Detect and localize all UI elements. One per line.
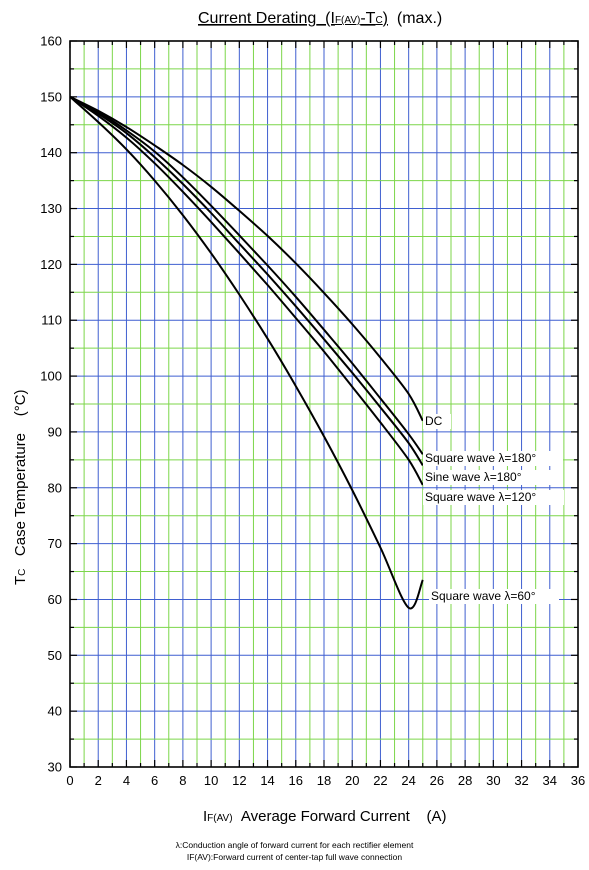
- series-line-3: [69, 95, 424, 486]
- series-label: DC: [425, 414, 443, 428]
- x-tick-label: 36: [571, 773, 585, 788]
- x-tick-label: 6: [151, 773, 158, 788]
- chart-title-open: (I: [316, 10, 335, 27]
- x-tick-label: 0: [66, 773, 73, 788]
- series-label-bg: [423, 451, 563, 466]
- x-tick-label: 10: [204, 773, 218, 788]
- note-conduction-angle: λ:Conduction angle of forward current fo…: [175, 840, 414, 850]
- y-tick-label: 30: [48, 760, 62, 775]
- y-tick-label: 130: [40, 201, 62, 216]
- y-tick-label: 100: [40, 369, 62, 384]
- x-tick-label: 20: [345, 773, 359, 788]
- y-axis-label: TC Case Temperature (°C): [12, 389, 29, 585]
- series-label: Square wave λ=180°: [425, 451, 536, 465]
- chart-title-sub1: F(AV): [335, 15, 360, 26]
- y-axis-unit: (°C): [12, 389, 29, 433]
- x-tick-label: 14: [260, 773, 274, 788]
- x-axis-text: Average Forward Current: [233, 808, 411, 825]
- series-line-4: [69, 96, 424, 610]
- x-tick-label: 30: [486, 773, 500, 788]
- y-tick-label: 140: [40, 145, 62, 160]
- chart-title: Current Derating (IF(AV)-TC) (max.): [198, 10, 442, 27]
- y-tick-label: 50: [48, 648, 62, 663]
- y-tick-label: 110: [41, 313, 62, 328]
- y-tick-label: 60: [48, 592, 62, 607]
- chart-title-dash: -T: [360, 10, 375, 27]
- series-line-2: [69, 95, 424, 466]
- x-tick-label: 22: [373, 773, 387, 788]
- y-tick-label: 90: [48, 424, 62, 439]
- x-tick-label: 4: [123, 773, 130, 788]
- y-tick-label: 70: [48, 536, 62, 551]
- x-tick-label: 24: [401, 773, 415, 788]
- x-tick-label: 2: [95, 773, 102, 788]
- x-tick-label: 28: [458, 773, 472, 788]
- y-tick-label: 80: [48, 480, 62, 495]
- series-label-bg: [429, 589, 559, 604]
- note-forward-current: IF(AV):Forward current of center-tap ful…: [186, 852, 403, 862]
- series-label: Square wave λ=60°: [431, 589, 536, 603]
- y-tick-label: 120: [40, 257, 62, 272]
- series-label-bg: [423, 490, 564, 505]
- chart-title-main: Current Derating: [198, 10, 316, 27]
- x-tick-label: 26: [430, 773, 444, 788]
- chart-title-close: ): [383, 10, 388, 27]
- x-axis-sub: F(AV): [207, 813, 232, 824]
- x-axis-unit: (A): [410, 808, 447, 825]
- series-line-1: [69, 95, 424, 455]
- y-axis-text: Case Temperature: [12, 433, 29, 569]
- y-tick-label: 150: [40, 89, 62, 104]
- y-axis-symbol: T: [12, 576, 29, 585]
- x-tick-label: 18: [317, 773, 331, 788]
- series-label-bg: [423, 470, 551, 485]
- y-tick-label: 40: [48, 704, 62, 719]
- series-label: Sine wave λ=180°: [425, 470, 522, 484]
- series-label-bg: [423, 414, 451, 429]
- chart-title-suffix: (max.): [388, 10, 442, 27]
- x-axis-label: IF(AV) Average Forward Current (A): [203, 808, 447, 825]
- y-tick-label: 160: [40, 34, 62, 49]
- x-tick-label: 34: [543, 773, 557, 788]
- x-tick-label: 12: [232, 773, 246, 788]
- x-tick-label: 32: [514, 773, 528, 788]
- y-axis-sub: C: [17, 569, 28, 576]
- x-axis-symbol: I: [203, 808, 207, 825]
- x-tick-label: 8: [179, 773, 186, 788]
- series-line-0: [69, 95, 424, 422]
- chart-title-sub2: C: [375, 15, 382, 26]
- x-tick-label: 16: [289, 773, 303, 788]
- series-label: Square wave λ=120°: [425, 490, 536, 504]
